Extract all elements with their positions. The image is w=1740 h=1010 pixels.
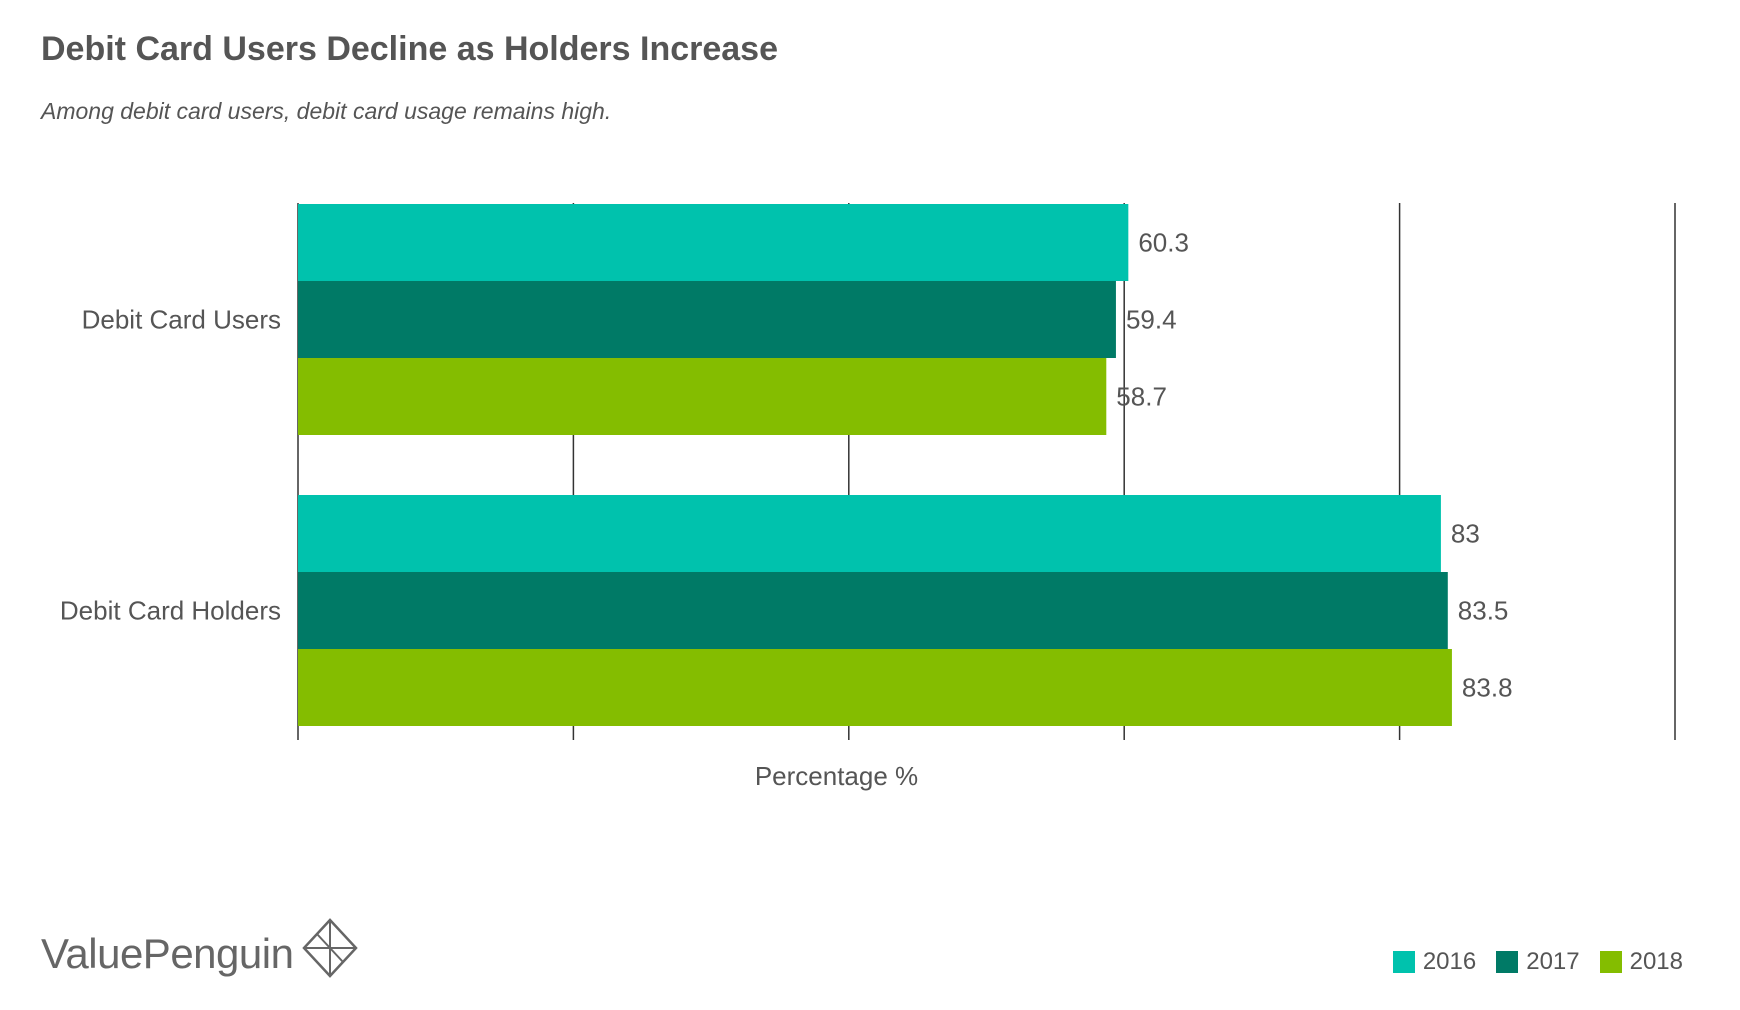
- diamond-logo-icon: [302, 918, 358, 978]
- legend-item-2017: 2017: [1496, 948, 1580, 976]
- legend-swatch-2018: [1599, 951, 1622, 973]
- chart-subtitle: Among debit card users, debit card usage…: [41, 98, 612, 124]
- legend-item-2018: 2018: [1599, 948, 1683, 976]
- data-label-debit-card-holders-2016: 83: [1451, 519, 1480, 549]
- bar-debit-card-users-2016: [298, 204, 1129, 281]
- bar-debit-card-users-2017: [298, 281, 1116, 358]
- legend-label-2017: 2017: [1526, 948, 1580, 975]
- data-label-debit-card-users-2018: 58.7: [1116, 382, 1167, 412]
- legend-swatch-2017: [1496, 951, 1519, 973]
- data-label-debit-card-holders-2017: 83.5: [1458, 596, 1509, 626]
- category-label-debit-card-holders: Debit Card Holders: [60, 596, 281, 626]
- legend-label-2018: 2018: [1629, 948, 1683, 975]
- data-label-debit-card-users-2017: 59.4: [1126, 305, 1177, 335]
- legend-swatch-2016: [1392, 951, 1415, 973]
- bar-debit-card-holders-2017: [298, 572, 1448, 649]
- bar-debit-card-users-2018: [298, 358, 1107, 435]
- x-axis-title: Percentage %: [755, 761, 918, 791]
- category-label-debit-card-users: Debit Card Users: [82, 305, 281, 335]
- data-label-debit-card-users-2016: 60.3: [1138, 228, 1189, 258]
- brand-name: ValuePenguin: [41, 930, 294, 977]
- chart-title: Debit Card Users Decline as Holders Incr…: [41, 30, 778, 68]
- legend-item-2016: 2016: [1392, 948, 1477, 976]
- legend-label-2016: 2016: [1422, 948, 1477, 975]
- legend: 2016 2017 2018: [1392, 948, 1683, 976]
- bar-debit-card-holders-2018: [298, 649, 1452, 726]
- bar-debit-card-holders-2016: [298, 495, 1441, 572]
- data-label-debit-card-holders-2018: 83.8: [1462, 673, 1513, 703]
